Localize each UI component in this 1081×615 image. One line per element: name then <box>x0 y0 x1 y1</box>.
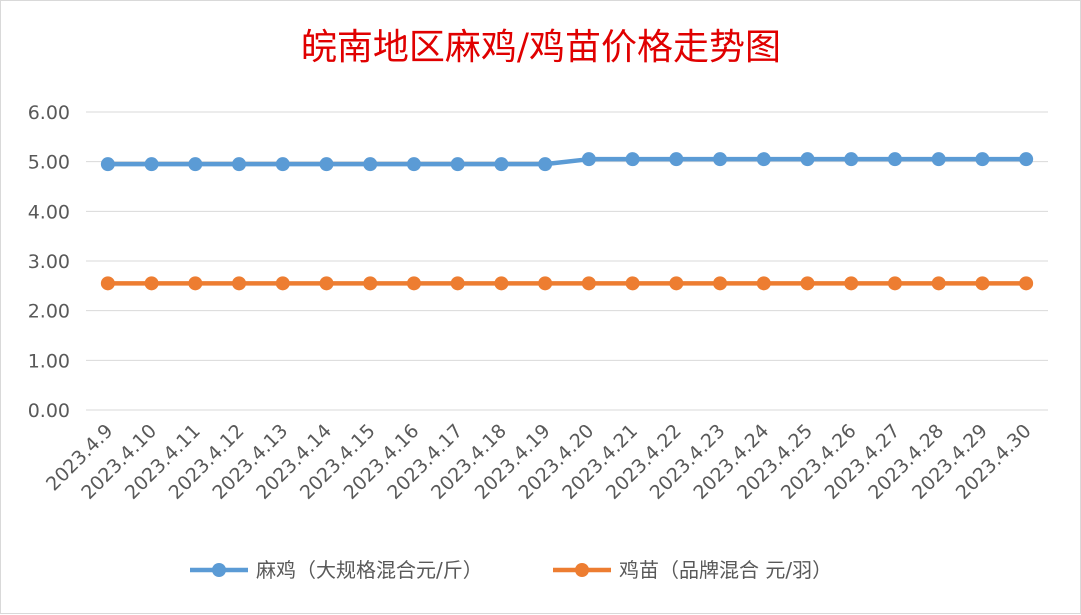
legend-label: 鸡苗（品牌混合 元/羽） <box>619 558 832 582</box>
series-1 <box>100 152 1034 172</box>
data-point <box>931 276 946 291</box>
data-point <box>538 157 553 172</box>
y-axis-ticks: 0.00 1.00 2.00 3.00 4.00 5.00 6.00 <box>28 102 70 422</box>
legend-dot-marker <box>575 563 589 577</box>
data-point <box>319 157 334 172</box>
data-point <box>100 276 115 291</box>
y-tick-label: 0.00 <box>28 400 70 422</box>
y-tick-label: 3.00 <box>28 251 70 273</box>
legend-dot-marker <box>212 563 226 577</box>
legend-item: 鸡苗（品牌混合 元/羽） <box>553 558 832 582</box>
data-point <box>319 276 334 291</box>
data-point <box>625 276 640 291</box>
y-tick-label: 4.00 <box>28 201 70 223</box>
data-point <box>188 276 203 291</box>
data-point <box>494 157 509 172</box>
data-point <box>144 276 159 291</box>
data-point <box>406 157 421 172</box>
data-point <box>756 276 771 291</box>
data-point <box>844 152 859 167</box>
data-point <box>713 152 728 167</box>
data-point <box>975 276 990 291</box>
data-point <box>1019 276 1034 291</box>
y-tick-label: 2.00 <box>28 301 70 323</box>
data-point <box>144 157 159 172</box>
y-tick-label: 5.00 <box>28 152 70 174</box>
data-point <box>800 152 815 167</box>
data-point <box>756 152 771 167</box>
legend-label: 麻鸡（大规格混合元/斤） <box>256 558 483 582</box>
data-point <box>494 276 509 291</box>
data-point <box>450 276 465 291</box>
data-point <box>232 157 247 172</box>
data-point <box>625 152 640 167</box>
data-point <box>406 276 421 291</box>
data-point <box>931 152 946 167</box>
data-point <box>581 152 596 167</box>
data-point <box>844 276 859 291</box>
data-point <box>975 152 990 167</box>
series-line <box>107 156 1027 167</box>
data-point <box>581 276 596 291</box>
data-point <box>363 157 378 172</box>
legend-item: 麻鸡（大规格混合元/斤） <box>190 558 483 582</box>
data-point <box>450 157 465 172</box>
data-point <box>800 276 815 291</box>
data-point <box>669 152 684 167</box>
data-point <box>538 276 553 291</box>
gridlines <box>86 111 1048 411</box>
data-point <box>232 276 247 291</box>
data-point <box>887 152 902 167</box>
data-point <box>100 157 115 172</box>
data-point <box>713 276 728 291</box>
legend: 麻鸡（大规格混合元/斤） 鸡苗（品牌混合 元/羽） <box>190 558 832 582</box>
data-point <box>275 276 290 291</box>
series-lines <box>100 152 1034 291</box>
data-point <box>363 276 378 291</box>
x-axis-ticks: 2023.4.92023.4.102023.4.112023.4.122023.… <box>42 420 1036 504</box>
y-tick-label: 1.00 <box>28 350 70 372</box>
data-point <box>669 276 684 291</box>
data-point <box>275 157 290 172</box>
data-point <box>188 157 203 172</box>
data-point <box>1019 152 1034 167</box>
data-point <box>887 276 902 291</box>
chart-title: 皖南地区麻鸡/鸡苗价格走势图 <box>301 27 781 68</box>
series-2 <box>100 276 1034 291</box>
y-tick-label: 6.00 <box>28 102 70 124</box>
